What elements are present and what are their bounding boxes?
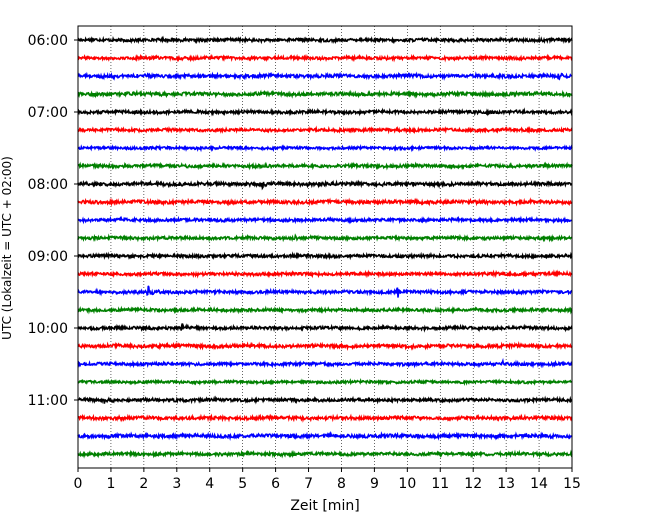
x-axis-title: Zeit [min] <box>290 498 359 514</box>
trace-0930 <box>77 285 573 298</box>
x-tick-label-0: 0 <box>74 476 83 492</box>
trace-0745 <box>77 161 573 171</box>
trace-1000 <box>77 323 573 333</box>
y-tick-label-0700: 07:00 <box>28 105 68 121</box>
x-tick-label-14: 14 <box>530 476 548 492</box>
x-tick-label-4: 4 <box>205 476 214 492</box>
trace-0645 <box>77 89 573 99</box>
trace-0800 <box>77 179 573 191</box>
x-tick-label-7: 7 <box>304 476 313 492</box>
trace-0900 <box>77 251 573 261</box>
y-tick-label-1000: 10:00 <box>28 321 68 337</box>
x-tick-label-12: 12 <box>464 476 482 492</box>
trace-0630 <box>77 71 573 81</box>
trace-0600 <box>77 35 573 45</box>
x-tick-label-9: 9 <box>370 476 379 492</box>
trace-1130 <box>77 431 573 442</box>
x-tick-label-3: 3 <box>172 476 181 492</box>
trace-0615 <box>77 53 573 63</box>
trace-1115 <box>77 413 573 423</box>
trace-1100 <box>77 395 573 405</box>
y-tick-label-1100: 11:00 <box>28 393 68 409</box>
y-tick-label-0900: 09:00 <box>28 249 68 265</box>
trace-1045 <box>77 377 573 387</box>
y-tick-label-0600: 06:00 <box>28 33 68 49</box>
trace-1030 <box>77 357 573 369</box>
trace-0730 <box>77 143 573 153</box>
x-tick-label-1: 1 <box>106 476 115 492</box>
x-tick-label-8: 8 <box>337 476 346 492</box>
y-tick-label-0800: 08:00 <box>28 177 68 193</box>
trace-0915 <box>77 269 573 279</box>
x-tick-label-13: 13 <box>497 476 515 492</box>
trace-0700 <box>77 107 573 117</box>
trace-1015 <box>77 341 573 351</box>
trace-0815 <box>77 197 573 207</box>
trace-1145 <box>77 449 573 459</box>
plot-frame <box>77 25 573 469</box>
y-axis-ticks: 06:00 07:00 08:00 09:00 10:00 11:00 <box>28 33 78 409</box>
x-tick-label-10: 10 <box>398 476 416 492</box>
trace-0945 <box>77 305 573 315</box>
x-tick-label-2: 2 <box>139 476 148 492</box>
seismic-traces <box>77 35 573 459</box>
trace-0830 <box>77 215 573 225</box>
x-tick-label-15: 15 <box>563 476 581 492</box>
x-tick-label-6: 6 <box>271 476 280 492</box>
x-tick-label-11: 11 <box>431 476 449 492</box>
trace-0845 <box>77 233 573 243</box>
x-axis-ticks: 0 1 2 3 4 5 6 7 8 9 10 11 12 13 14 15 <box>74 468 581 492</box>
y-axis-title: UTC (Lokalzeit = UTC + 02:00) <box>0 156 14 340</box>
trace-0715 <box>77 125 573 135</box>
x-tick-label-5: 5 <box>238 476 247 492</box>
